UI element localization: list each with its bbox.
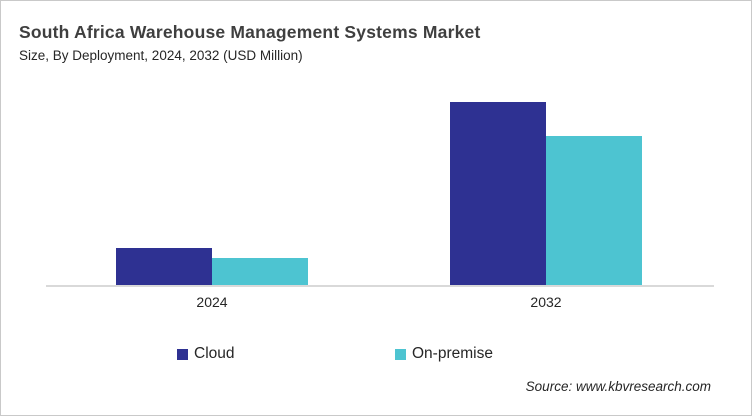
- x-axis-line: [46, 285, 714, 287]
- chart-title: South Africa Warehouse Management System…: [19, 22, 481, 42]
- source-note: Source: www.kbvresearch.com: [525, 379, 711, 394]
- legend-label: On-premise: [412, 345, 493, 362]
- legend-item-cloud: Cloud: [177, 345, 235, 363]
- bar-cloud-2032: [450, 102, 546, 285]
- chart-subtitle: Size, By Deployment, 2024, 2032 (USD Mil…: [19, 48, 303, 63]
- legend-swatch-on-premise: [395, 348, 406, 360]
- legend-label: Cloud: [194, 345, 235, 362]
- bar-on-premise-2032: [546, 136, 642, 285]
- bar-on-premise-2024: [212, 258, 308, 285]
- category-label-2032: 2032: [530, 294, 562, 310]
- legend-item-on-premise: On-premise: [395, 345, 493, 363]
- legend-swatch-cloud: [177, 348, 188, 360]
- bar-cloud-2024: [116, 248, 212, 285]
- category-label-2024: 2024: [196, 294, 228, 310]
